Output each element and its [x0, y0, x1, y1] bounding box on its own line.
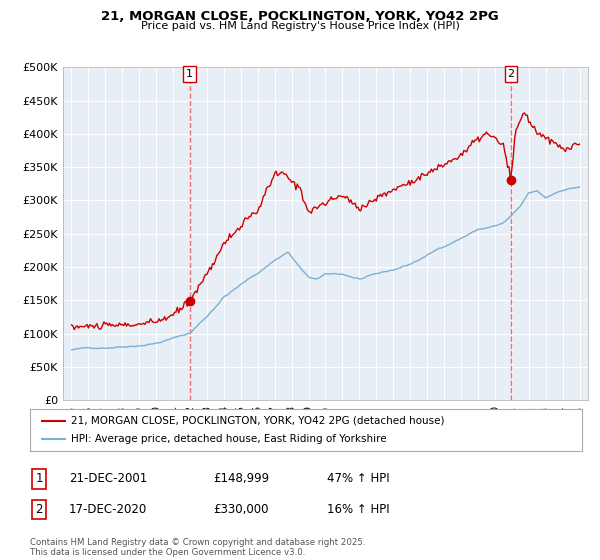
- Text: Price paid vs. HM Land Registry's House Price Index (HPI): Price paid vs. HM Land Registry's House …: [140, 21, 460, 31]
- Text: 21, MORGAN CLOSE, POCKLINGTON, YORK, YO42 2PG: 21, MORGAN CLOSE, POCKLINGTON, YORK, YO4…: [101, 10, 499, 23]
- Text: 17-DEC-2020: 17-DEC-2020: [69, 503, 147, 516]
- Text: 16% ↑ HPI: 16% ↑ HPI: [327, 503, 389, 516]
- Text: 1: 1: [35, 472, 43, 486]
- Text: 47% ↑ HPI: 47% ↑ HPI: [327, 472, 389, 486]
- Text: £148,999: £148,999: [213, 472, 269, 486]
- Text: Contains HM Land Registry data © Crown copyright and database right 2025.
This d: Contains HM Land Registry data © Crown c…: [30, 538, 365, 557]
- Text: 21-DEC-2001: 21-DEC-2001: [69, 472, 147, 486]
- Text: 2: 2: [35, 503, 43, 516]
- Text: 2: 2: [508, 69, 515, 79]
- Text: £330,000: £330,000: [213, 503, 269, 516]
- Text: 1: 1: [186, 69, 193, 79]
- Text: HPI: Average price, detached house, East Riding of Yorkshire: HPI: Average price, detached house, East…: [71, 435, 387, 445]
- Text: 21, MORGAN CLOSE, POCKLINGTON, YORK, YO42 2PG (detached house): 21, MORGAN CLOSE, POCKLINGTON, YORK, YO4…: [71, 416, 445, 426]
